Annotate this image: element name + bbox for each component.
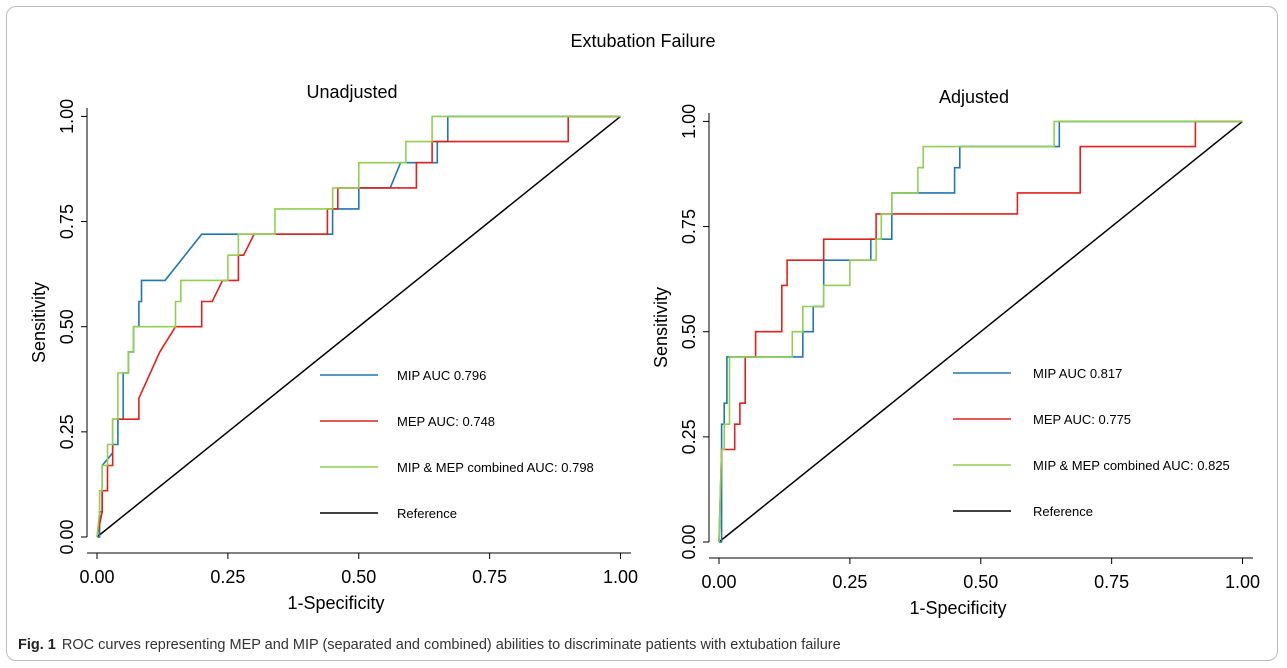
y-tick-label: 0.25 xyxy=(679,419,699,454)
subplot-title: Adjusted xyxy=(939,87,1009,107)
x-tick-label: 0.00 xyxy=(79,567,114,587)
legend-label-mip: MIP AUC 0.796 xyxy=(397,368,486,383)
y-tick-label: 0.50 xyxy=(679,314,699,349)
series-line-mep xyxy=(718,120,1243,543)
legend-label-mep: MEP AUC: 0.775 xyxy=(1033,412,1131,427)
y-tick-label: 0.75 xyxy=(679,209,699,244)
series-line-reference xyxy=(96,115,621,538)
chart-panel-adjusted: 0.00 0.25 0.50 0.75 1.00 0.00 0.25 0.50 0.75 1.00… xyxy=(651,87,1260,618)
x-axis-label: 1-Specificity xyxy=(909,598,1006,618)
x-tick-label: 0.50 xyxy=(341,567,376,587)
series-line-reference xyxy=(718,120,1243,543)
x-tick-label: 0.25 xyxy=(832,572,867,592)
subplot-title: Unadjusted xyxy=(306,82,397,102)
y-tick-label: 0.50 xyxy=(57,309,77,344)
x-tick-label: 1.00 xyxy=(1225,572,1260,592)
x-tick-label: 0.50 xyxy=(963,572,998,592)
caption-text: ROC curves representing MEP and MIP (sep… xyxy=(61,637,841,653)
series-line-combined xyxy=(718,120,1243,543)
y-axis-label: Sensitivity xyxy=(651,287,671,368)
y-tick-label: 1.00 xyxy=(57,99,77,134)
chart-panel-unadjusted: 0.00 0.25 0.50 0.75 1.00 0.00 0.25 0.50 0.75 1.00… xyxy=(29,82,638,613)
series-line-combined xyxy=(96,115,621,538)
y-tick-label: 0.00 xyxy=(679,524,699,559)
figure-frame xyxy=(6,6,1278,661)
y-tick-label: 1.00 xyxy=(679,104,699,139)
overall-title: Extubation Failure xyxy=(570,31,715,51)
x-tick-label: 0.75 xyxy=(1094,572,1129,592)
x-tick-label: 0.75 xyxy=(472,567,507,587)
legend-label-combined: MIP & MEP combined AUC: 0.825 xyxy=(1033,458,1230,473)
y-axis-label: Sensitivity xyxy=(29,282,49,363)
legend-label-reference: Reference xyxy=(1033,504,1093,519)
x-tick-label: 0.25 xyxy=(210,567,245,587)
y-tick-label: 0.25 xyxy=(57,414,77,449)
legend-label-reference: Reference xyxy=(397,506,457,521)
x-tick-label: 1.00 xyxy=(603,567,638,587)
legend-label-combined: MIP & MEP combined AUC: 0.798 xyxy=(397,460,594,475)
y-tick-label: 0.75 xyxy=(57,204,77,239)
legend-label-mep: MEP AUC: 0.748 xyxy=(397,414,495,429)
y-tick-label: 0.00 xyxy=(57,519,77,554)
x-tick-label: 0.00 xyxy=(701,572,736,592)
legend-label-mip: MIP AUC 0.817 xyxy=(1033,366,1122,381)
caption-label: Fig. 1 xyxy=(18,637,56,653)
x-axis-label: 1-Specificity xyxy=(287,593,384,613)
figure-caption: Fig. 1 ROC curves representing MEP and MI… xyxy=(18,637,841,653)
